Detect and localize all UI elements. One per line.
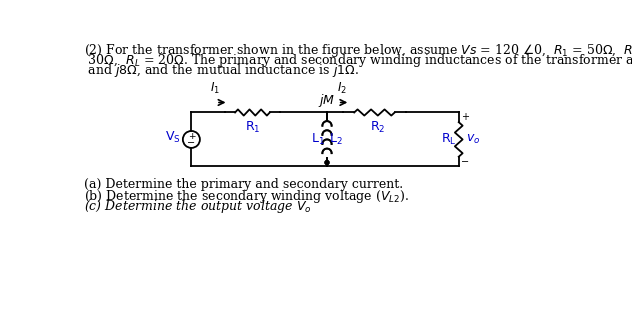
Text: $v_o$: $v_o$ [466, 133, 480, 146]
Circle shape [325, 161, 329, 164]
Text: 30$\Omega$,  $R_L$ = 20$\Omega$. The primary and secondary winding inductances o: 30$\Omega$, $R_L$ = 20$\Omega$. The prim… [83, 52, 632, 69]
Text: and $j8\Omega$, and the mutual inductance is $j1\Omega$.: and $j8\Omega$, and the mutual inductanc… [83, 62, 358, 79]
Text: $\mathrm{R_L}$: $\mathrm{R_L}$ [441, 132, 456, 147]
Text: $\mathrm{L_2}$: $\mathrm{L_2}$ [329, 132, 343, 147]
Text: $jM$: $jM$ [319, 92, 336, 109]
Text: +: + [188, 132, 195, 141]
Text: −: − [187, 138, 195, 147]
Text: −: − [461, 157, 469, 167]
Circle shape [325, 161, 329, 164]
Text: $I_1$: $I_1$ [210, 81, 219, 96]
Text: $\mathrm{R_1}$: $\mathrm{R_1}$ [245, 119, 260, 135]
Text: +: + [461, 112, 469, 122]
Text: (c) Determine the output voltage $V_o$: (c) Determine the output voltage $V_o$ [83, 198, 312, 215]
Text: $\mathrm{L_1}$: $\mathrm{L_1}$ [311, 132, 325, 147]
Text: (b) Determine the secondary winding voltage ($V_{L2}$).: (b) Determine the secondary winding volt… [83, 188, 409, 205]
Text: $\mathrm{V_S}$: $\mathrm{V_S}$ [165, 130, 181, 146]
Text: $I_2$: $I_2$ [337, 81, 347, 96]
Text: $\mathrm{R_2}$: $\mathrm{R_2}$ [370, 119, 386, 135]
Text: (a) Determine the primary and secondary current.: (a) Determine the primary and secondary … [83, 178, 403, 191]
Text: (2) For the transformer shown in the figure below, assume $Vs$ = 120 $\angle$0, : (2) For the transformer shown in the fig… [83, 43, 632, 60]
